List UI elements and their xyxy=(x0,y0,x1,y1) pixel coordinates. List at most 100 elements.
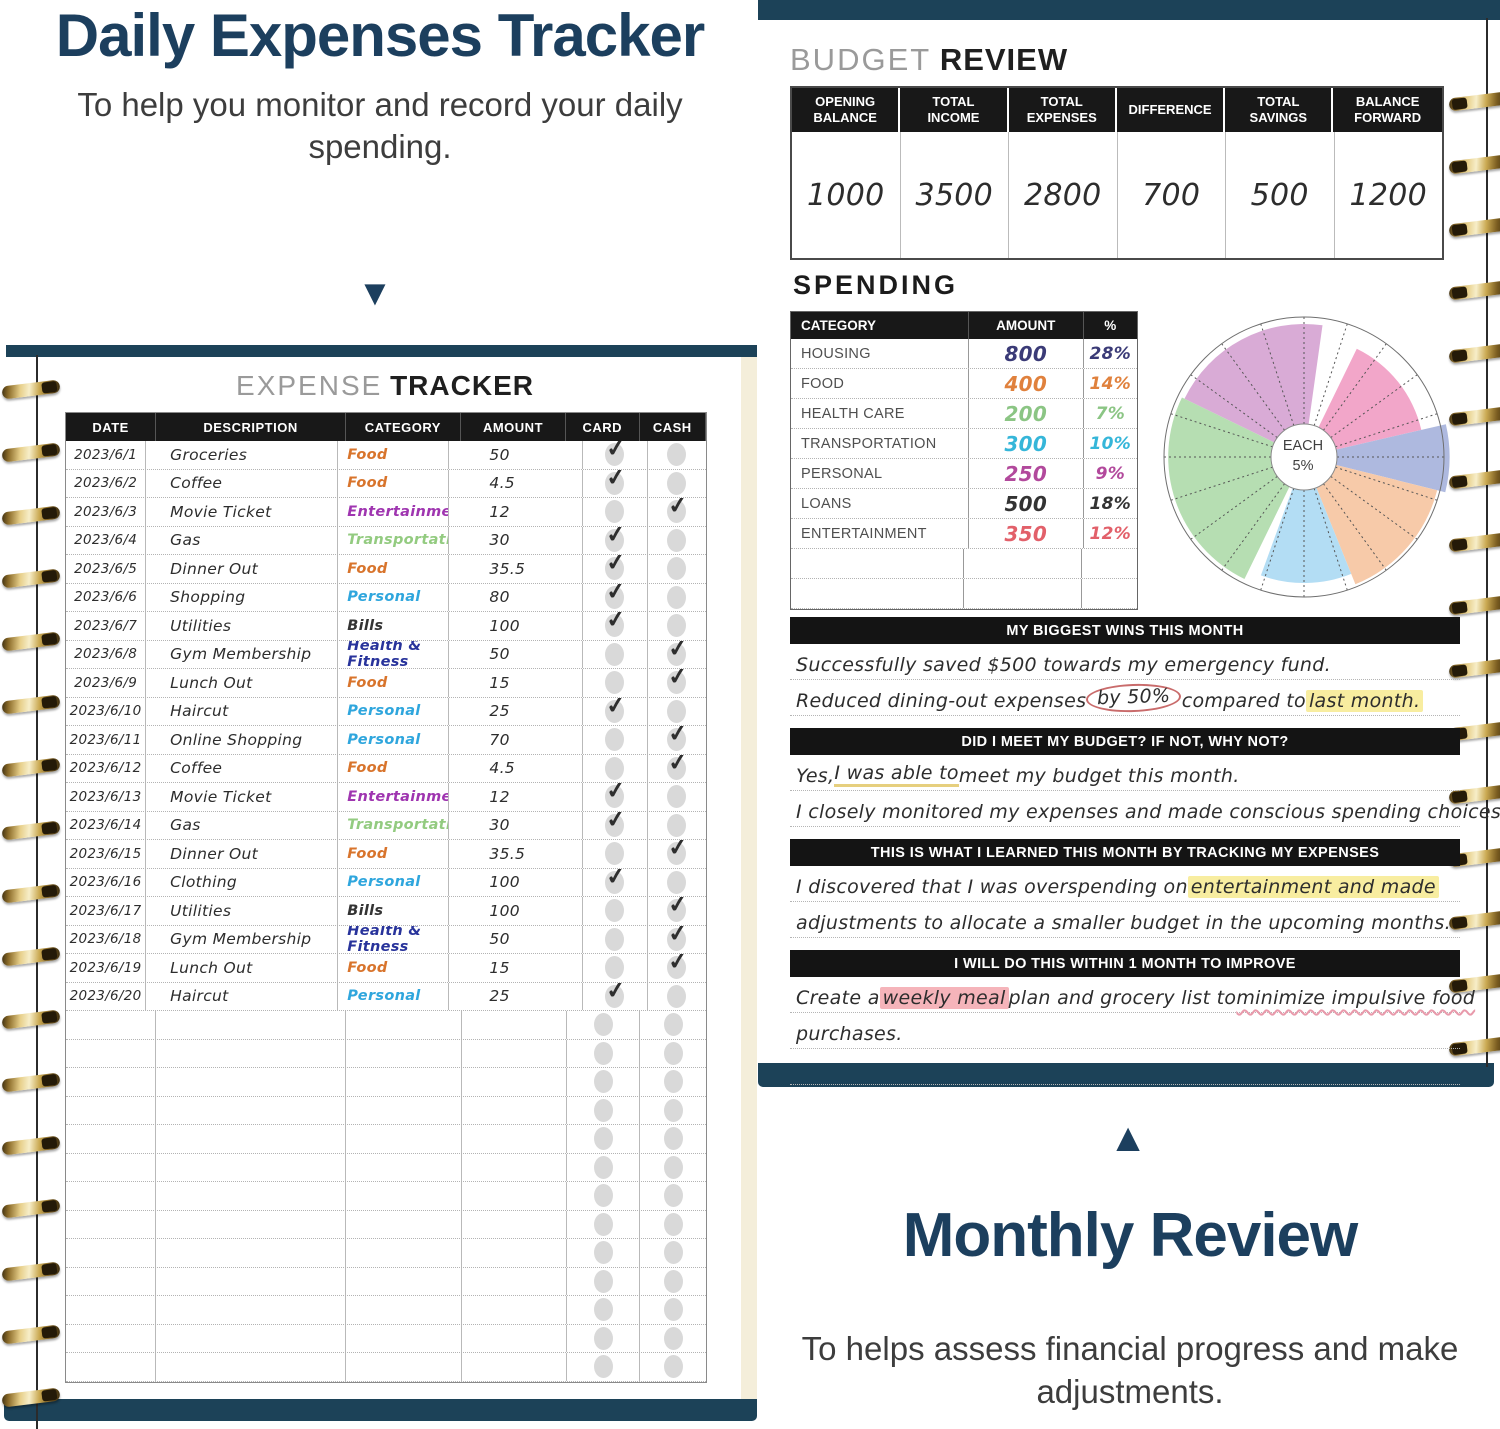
expense-category: Food xyxy=(338,555,450,583)
checkbox-oval xyxy=(667,870,687,894)
cash-checkbox xyxy=(640,1353,706,1381)
expense-category: Transportation xyxy=(338,811,450,839)
expense-row: 2023/6/5 Dinner Out Food 35.5 ✓ xyxy=(66,555,706,584)
card-checkbox: ✓ xyxy=(583,982,648,1010)
expense-row: 2023/6/8 Gym Membership Health & Fitness 50… xyxy=(66,640,706,669)
expense-category: Food xyxy=(338,754,450,782)
expense-row-empty xyxy=(66,1296,706,1325)
expense-row: 2023/6/1 Groceries Food 50 ✓ xyxy=(66,441,706,470)
empty-cell xyxy=(346,1210,462,1238)
checkmark-icon: ✓ xyxy=(604,469,628,492)
empty-cell xyxy=(66,1353,157,1381)
monthly-review-subtitle: To helps assess financial progress and m… xyxy=(801,1330,1459,1410)
card-checkbox: ✓ xyxy=(583,697,648,725)
daily-expenses-title: Daily Expenses Tracker xyxy=(55,2,705,69)
handwritten-text: I discovered that I was overspending on xyxy=(796,876,1188,898)
expense-date: 2023/6/18 xyxy=(66,925,147,953)
handwritten-text: Yes, xyxy=(796,765,835,787)
empty-cell xyxy=(66,1011,157,1039)
expense-row: 2023/6/9 Lunch Out Food 15 ✓ xyxy=(66,669,706,698)
checkmark-icon: ✓ xyxy=(666,925,690,948)
spending-category: HEALTH CARE xyxy=(791,399,969,428)
checkbox-oval xyxy=(663,1184,683,1208)
expense-date: 2023/6/4 xyxy=(66,526,147,554)
checkbox-oval xyxy=(663,1269,683,1293)
checkmark-icon: ✓ xyxy=(604,697,628,720)
empty-line xyxy=(790,1049,1460,1085)
checkbox-oval xyxy=(667,927,687,951)
checkbox-oval xyxy=(593,1155,613,1179)
checkbox-oval xyxy=(605,870,625,894)
review-section: I WILL DO THIS WITHIN 1 MONTH TO IMPROVE… xyxy=(790,950,1475,1085)
checkbox-oval xyxy=(593,1098,613,1122)
cash-checkbox: ✓ xyxy=(648,669,706,697)
handwritten-text: purchases. xyxy=(796,1023,903,1045)
spending-row: FOOD 400 14% xyxy=(791,369,1137,399)
handwritten-line: I closely monitored my expenses and made… xyxy=(790,791,1500,827)
expense-amount: 30 xyxy=(449,811,583,839)
checkbox-oval xyxy=(593,1041,613,1065)
empty-cell xyxy=(66,1210,157,1238)
expense-amount: 35.5 xyxy=(449,840,583,868)
pie-wedge-light-blue xyxy=(1260,487,1352,583)
expense-date: 2023/6/14 xyxy=(66,811,147,839)
checkbox-oval xyxy=(663,1155,683,1179)
handwritten-line: Successfully saved $500 towards my emerg… xyxy=(790,644,1460,680)
expense-category: Personal xyxy=(338,868,450,896)
empty-cell xyxy=(462,1153,567,1181)
expense-row-empty xyxy=(66,1153,706,1182)
expense-category: Food xyxy=(338,469,450,497)
handwritten-line: I discovered that I was overspending on … xyxy=(790,866,1460,902)
section-header: MY BIGGEST WINS THIS MONTH xyxy=(790,617,1460,644)
expense-table: DATE DESCRIPTION CATEGORY AMOUNT CARD CASH 20… xyxy=(65,412,707,1383)
checkbox-oval xyxy=(605,528,625,552)
review-section: MY BIGGEST WINS THIS MONTH Successfully s… xyxy=(790,617,1460,716)
expense-date: 2023/6/17 xyxy=(66,897,147,925)
expense-date: 2023/6/1 xyxy=(66,441,147,469)
expense-amount: 50 xyxy=(449,441,583,469)
empty-cell xyxy=(462,1039,567,1067)
spending-row: PERSONAL 250 9% xyxy=(791,459,1137,489)
column-header: TOTAL SAVINGS xyxy=(1225,88,1334,132)
spending-amount: 500 xyxy=(969,489,1084,518)
expense-amount: 100 xyxy=(449,612,583,640)
expense-amount: 25 xyxy=(449,982,583,1010)
empty-cell xyxy=(462,1239,567,1267)
expense-category: Health & Fitness xyxy=(338,925,450,953)
expense-date: 2023/6/20 xyxy=(66,982,147,1010)
checkbox-oval xyxy=(593,1298,613,1322)
empty-cell xyxy=(156,1353,347,1381)
checkbox-oval xyxy=(605,500,625,524)
expense-row: 2023/6/20 Haircut Personal 25 ✓ xyxy=(66,982,706,1011)
checkmark-icon: ✓ xyxy=(666,840,690,862)
cash-checkbox: ✓ xyxy=(648,755,706,783)
expense-row: 2023/6/18 Gym Membership Health & Fitness 5… xyxy=(66,925,706,954)
pie-wedge-peach xyxy=(1316,464,1438,585)
empty-cell xyxy=(462,1068,567,1096)
card-checkbox: ✓ xyxy=(583,526,648,554)
checkbox-oval xyxy=(667,728,687,752)
empty-cell xyxy=(462,1182,567,1210)
card-checkbox xyxy=(567,1039,641,1067)
expense-row-empty xyxy=(66,1125,706,1154)
down-arrow-icon: ▼ xyxy=(357,272,393,313)
expense-row-empty xyxy=(66,1267,706,1296)
checkbox-oval xyxy=(593,1326,613,1350)
spending-percent: 9% xyxy=(1095,463,1126,484)
checkbox-oval xyxy=(663,1212,683,1236)
checkbox-oval xyxy=(667,614,687,638)
empty-cell xyxy=(964,579,1082,608)
checkmark-icon: ✓ xyxy=(666,754,690,777)
expense-description: Groceries xyxy=(146,441,339,469)
expense-category: Bills xyxy=(338,612,450,640)
empty-cell xyxy=(346,1039,462,1067)
checkbox-oval xyxy=(667,813,687,837)
budget-value: 1200 xyxy=(1349,177,1428,213)
column-header: TOTAL INCOME xyxy=(900,88,1009,132)
expense-description: Lunch Out xyxy=(146,669,339,697)
annotated-text-hl-yellow: last month. xyxy=(1305,690,1424,712)
expense-row: 2023/6/17 Utilities Bills 100 ✓ xyxy=(66,897,706,926)
expense-category: Personal xyxy=(338,697,450,725)
